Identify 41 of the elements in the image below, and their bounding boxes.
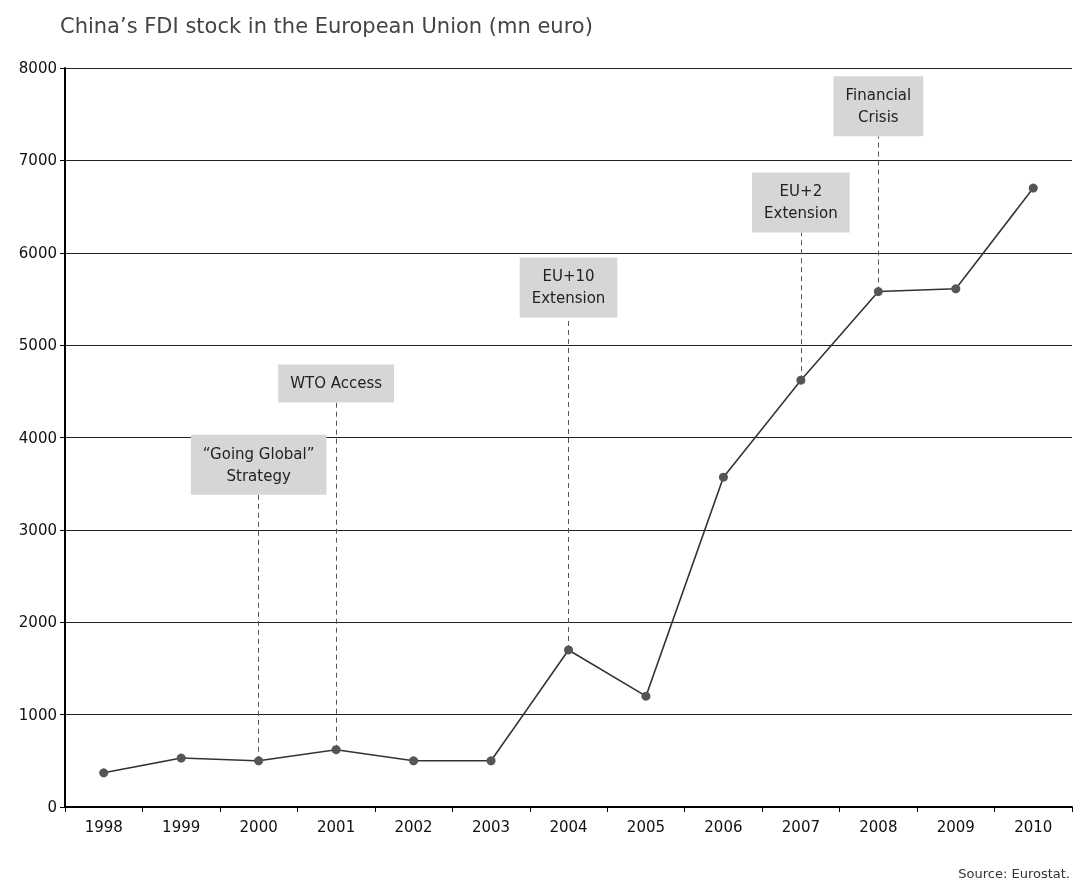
y-tick-label: 2000 [18, 613, 57, 632]
point [409, 756, 419, 766]
point [718, 472, 728, 482]
point [796, 375, 806, 385]
point [951, 284, 961, 294]
y-tick-label: 0 [47, 798, 57, 816]
x-tick-label: 2006 [704, 817, 743, 836]
y-tick-label: 5000 [18, 336, 57, 355]
y-tick-label: 4000 [18, 428, 57, 447]
annotation: EU+10 Extension [531, 267, 606, 308]
x-tick-label: 2008 [859, 817, 898, 836]
x-tick-label: 1998 [84, 817, 123, 836]
annotation: WTO Access [290, 374, 383, 393]
point [99, 768, 109, 778]
y-tick-label: 3000 [18, 520, 57, 539]
annotation: EU+2 Extension [764, 182, 838, 223]
y-tick-label: 7000 [18, 151, 57, 170]
source-note: Source: Eurostat. [958, 866, 1071, 881]
annotation: Financial Crisis [845, 86, 912, 127]
point [331, 745, 341, 755]
x-tick-label: 2000 [239, 817, 278, 836]
x-tick-label: 2004 [549, 817, 588, 836]
x-tick-label: 2007 [781, 817, 820, 836]
point [641, 691, 651, 701]
point [873, 287, 883, 297]
x-tick-label: 2005 [626, 817, 666, 836]
annotation: “Going Global” Strategy [202, 444, 315, 485]
chart-title: China’s FDI stock in the European Union (mn euro) [60, 13, 593, 38]
y-tick-label: 8000 [18, 59, 57, 77]
point [1028, 183, 1038, 193]
x-tick-label: 2002 [394, 817, 433, 836]
x-tick-label: 2001 [317, 817, 356, 836]
x-tick-label: 2010 [1014, 817, 1053, 836]
point [176, 753, 186, 763]
x-tick-label: 1999 [162, 817, 201, 836]
point [486, 756, 496, 766]
point [254, 756, 264, 766]
y-tick-label: 1000 [18, 705, 57, 724]
y-tick-label: 6000 [18, 243, 57, 262]
x-tick-label: 2009 [936, 817, 975, 836]
x-tick-label: 2003 [471, 817, 511, 836]
